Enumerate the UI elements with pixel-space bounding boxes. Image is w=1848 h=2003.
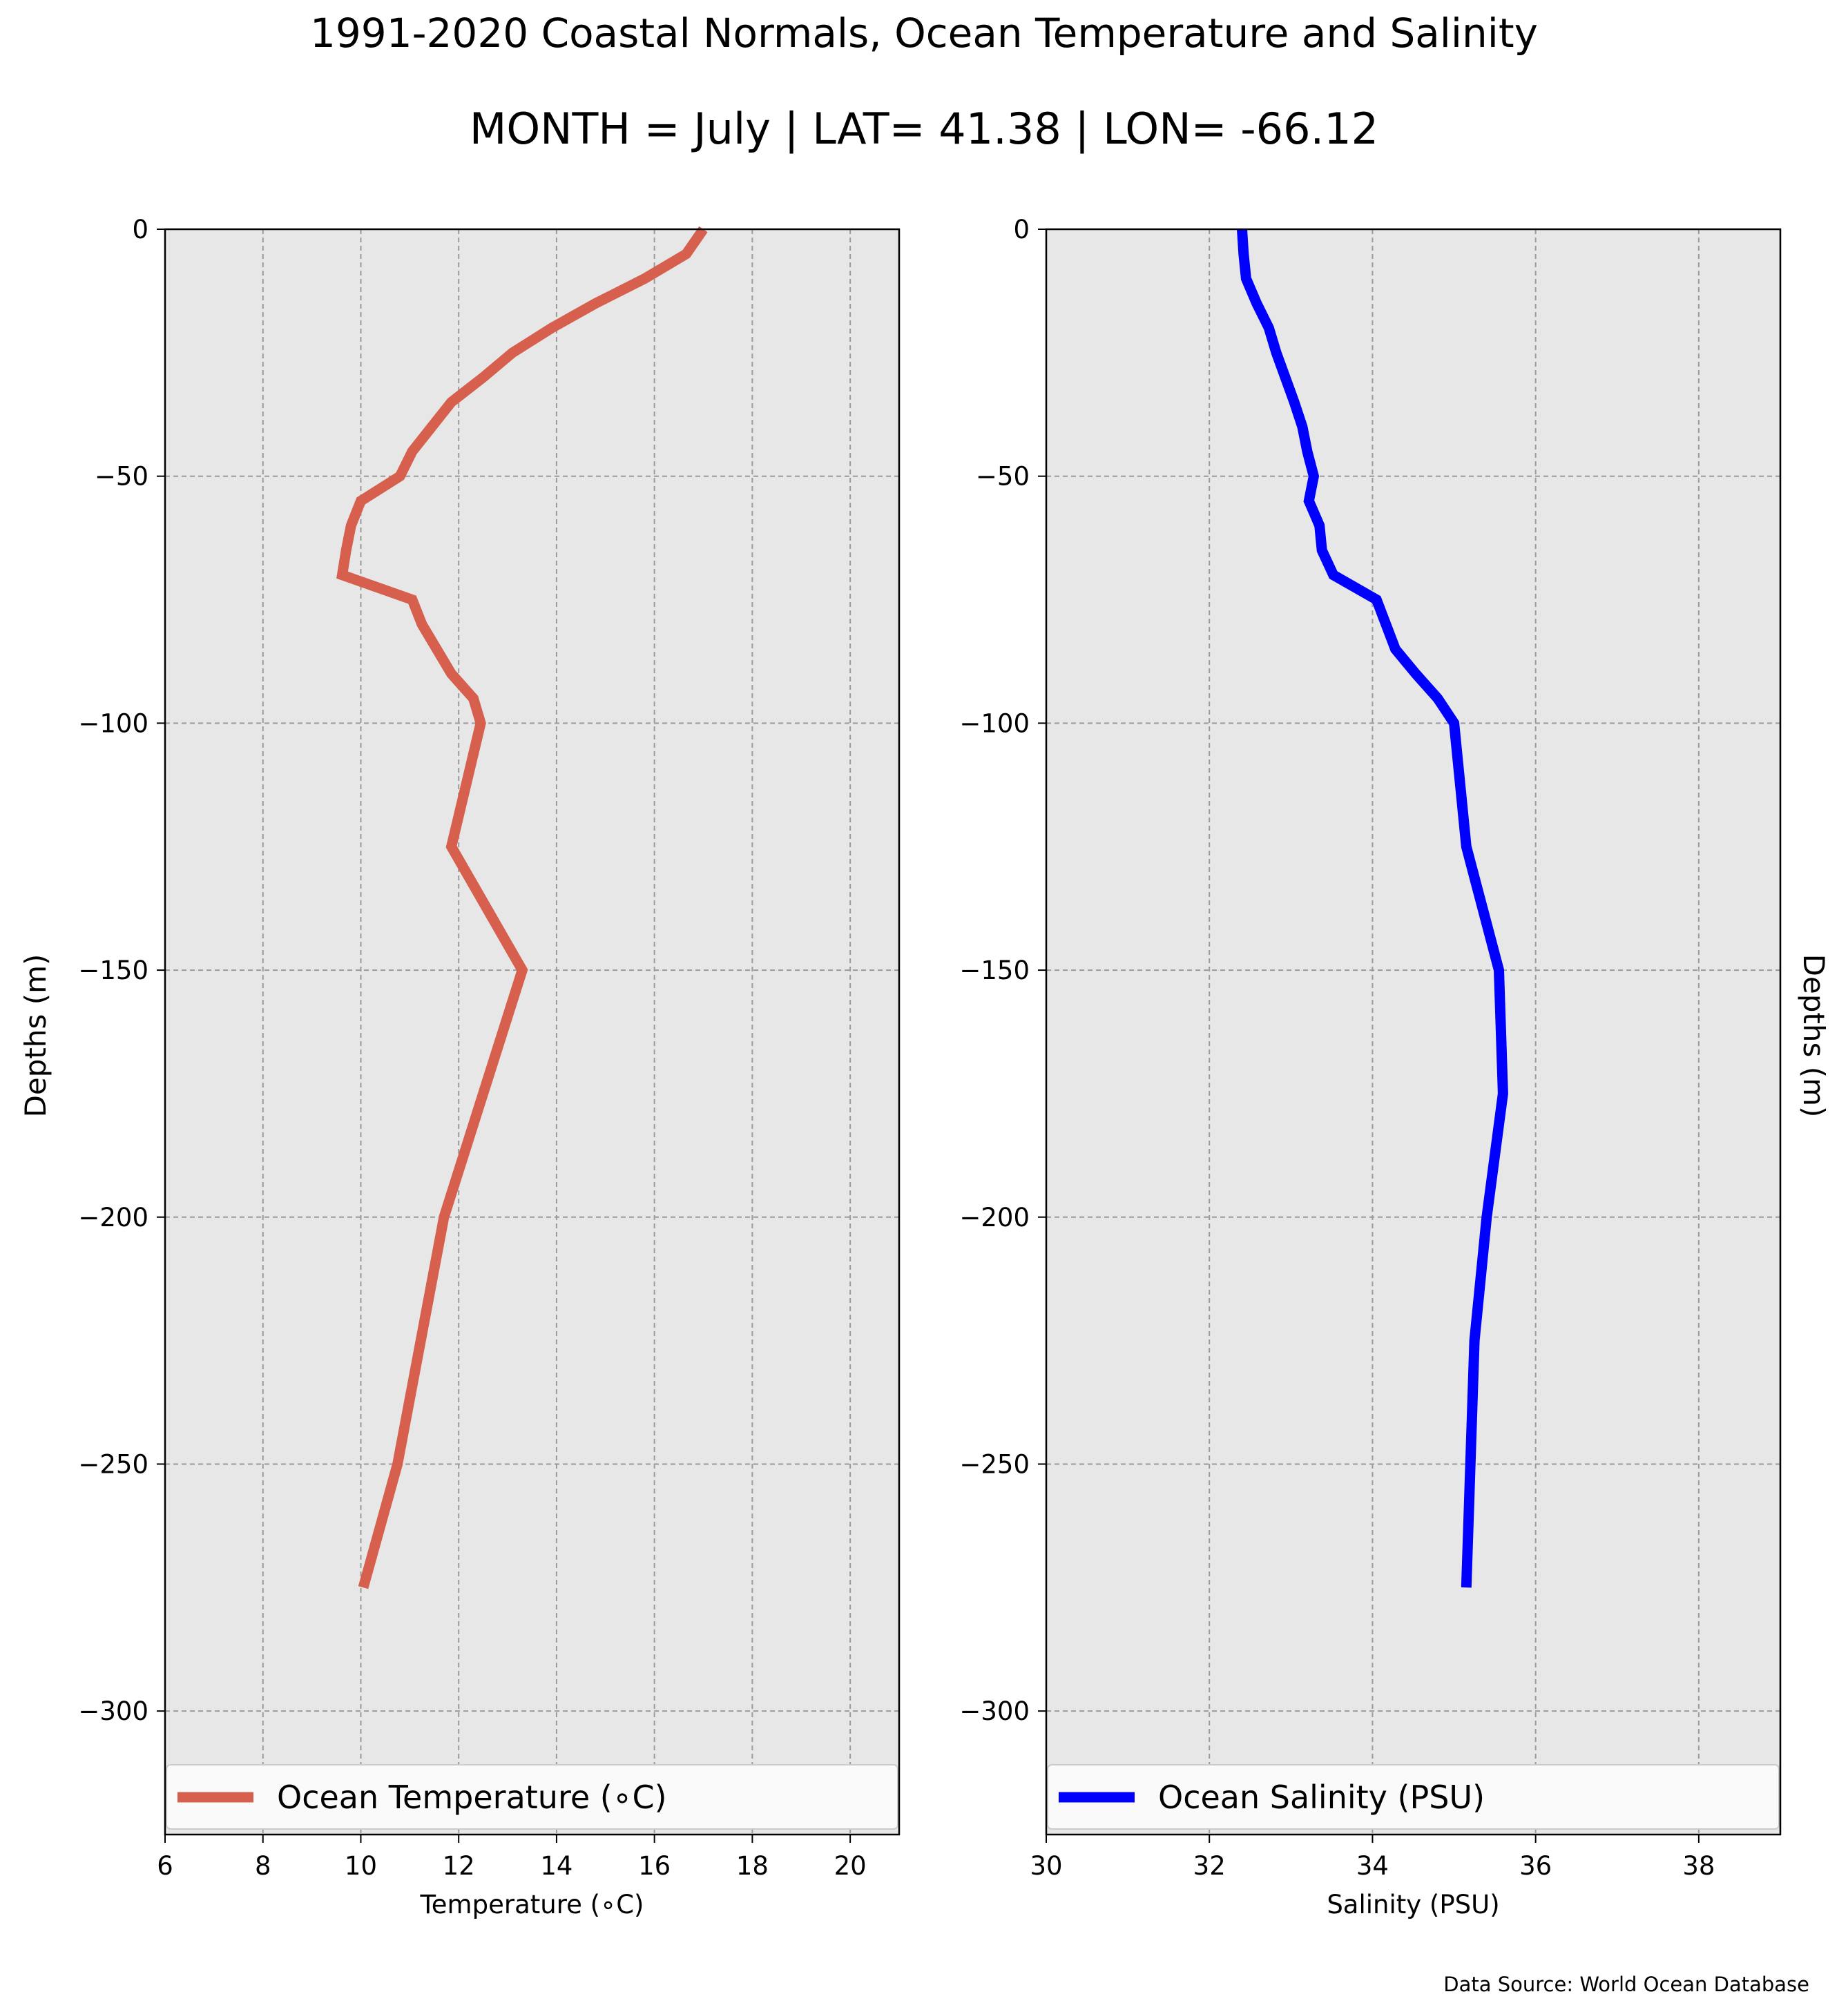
salinity-legend: Ocean Salinity (PSU) bbox=[1047, 1764, 1780, 1830]
temperature-x-tick-label: 18 bbox=[736, 1851, 769, 1881]
temperature-legend: Ocean Temperature (∘C) bbox=[166, 1764, 898, 1830]
chart-subtitle: MONTH = July | LAT= 41.38 | LON= -66.12 bbox=[469, 104, 1379, 154]
temperature-y-tick-label: −50 bbox=[95, 462, 148, 492]
temperature-x-tick-label: 6 bbox=[157, 1851, 173, 1881]
salinity-y-tick-label: −150 bbox=[959, 956, 1030, 985]
salinity-y-tick-label: 0 bbox=[1013, 215, 1030, 244]
temperature-series-line bbox=[336, 226, 708, 1589]
left-y-axis-label: Depths (m) bbox=[19, 954, 52, 1118]
temperature-legend-box bbox=[166, 1764, 898, 1830]
temperature-plot-area bbox=[165, 229, 899, 1835]
salinity-y-tick-label: −50 bbox=[976, 462, 1030, 492]
salinity-axes-frame bbox=[1045, 228, 1782, 1836]
temperature-x-tick-label: 10 bbox=[345, 1851, 377, 1881]
temperature-panel: 6 8 10 12 14 16 18 20 0 −50 −100 −150 −200 −250 −300 Oc… bbox=[78, 215, 901, 1919]
salinity-x-tick-label: 38 bbox=[1682, 1851, 1715, 1881]
temperature-x-tick-label: 14 bbox=[540, 1851, 572, 1881]
salinity-legend-box bbox=[1047, 1764, 1780, 1830]
salinity-legend-label: Ocean Salinity (PSU) bbox=[1158, 1779, 1485, 1816]
temperature-x-tick-label: 8 bbox=[255, 1851, 271, 1881]
salinity-x-tick-label: 30 bbox=[1030, 1851, 1062, 1881]
temperature-y-tick-label: −100 bbox=[78, 708, 148, 738]
temperature-x-tick-label: 12 bbox=[443, 1851, 475, 1881]
salinity-x-axis-label: Salinity (PSU) bbox=[1327, 1890, 1499, 1919]
temperature-y-tick-label: −300 bbox=[78, 1696, 148, 1726]
salinity-y-tick-label: −200 bbox=[959, 1203, 1030, 1232]
temperature-axes-frame bbox=[164, 228, 901, 1836]
temperature-legend-label: Ocean Temperature (∘C) bbox=[277, 1779, 667, 1816]
data-source-note: Data Source: World Ocean Database bbox=[1443, 1973, 1809, 1996]
salinity-y-tick-label: −100 bbox=[959, 708, 1030, 738]
chart-title: 1991-2020 Coastal Normals, Ocean Tempera… bbox=[310, 10, 1538, 57]
salinity-y-tick-label: −300 bbox=[959, 1696, 1030, 1726]
salinity-panel: 30 32 34 36 38 0 −50 −100 −150 −200 −250 −300 Ocean … bbox=[959, 215, 1782, 1919]
temperature-x-axis-label: Temperature (∘C) bbox=[419, 1890, 644, 1919]
salinity-y-tick-label: −250 bbox=[959, 1449, 1030, 1479]
temperature-x-tick-label: 20 bbox=[834, 1851, 867, 1881]
temperature-x-tick-label: 16 bbox=[638, 1851, 671, 1881]
temperature-y-tick-label: −150 bbox=[78, 956, 148, 985]
salinity-x-tick-label: 34 bbox=[1356, 1851, 1389, 1881]
salinity-x-tick-label: 32 bbox=[1193, 1851, 1226, 1881]
salinity-x-tick-label: 36 bbox=[1519, 1851, 1552, 1881]
right-y-axis-label: Depths (m) bbox=[1797, 954, 1831, 1118]
temperature-y-tick-label: −200 bbox=[78, 1203, 148, 1232]
salinity-plot-area bbox=[1046, 229, 1780, 1835]
temperature-y-tick-label: 0 bbox=[132, 215, 148, 244]
temperature-y-tick-label: −250 bbox=[78, 1449, 148, 1479]
salinity-series-line bbox=[1237, 229, 1508, 1588]
